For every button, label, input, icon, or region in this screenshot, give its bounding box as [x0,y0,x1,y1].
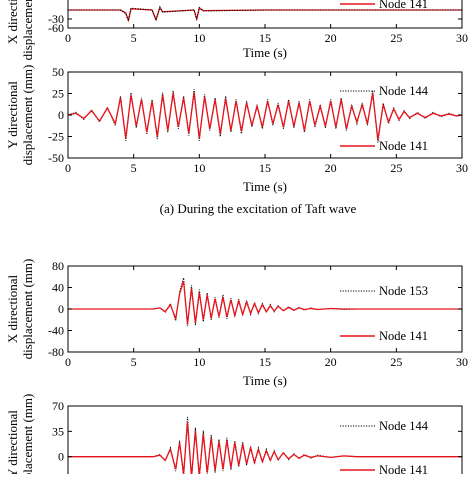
legend-label: Node 144 [379,84,429,98]
x-tick-label: 5 [131,161,137,175]
y-axis-label: displacement (mm) [20,259,35,360]
x-tick-label: 5 [131,31,137,45]
series-line-node-141 [68,280,462,325]
caption-a: (a) During the excitation of Taft wave [160,201,357,216]
x-tick-label: 30 [456,355,468,369]
x-tick-label: 15 [259,31,271,45]
y-tick-label: 35 [52,424,64,438]
y-axis-label: displacement (mm) [20,0,35,60]
legend-label: Node 141 [379,0,428,11]
x-tick-label: 0 [65,355,71,369]
y-axis-label: displacement (mm) [20,65,35,166]
x-tick-label: 5 [131,355,137,369]
y-tick-label: 0 [58,450,64,464]
x-tick-label: 15 [259,355,271,369]
series-line-node-141 [68,421,462,477]
y-tick-label: -40 [48,324,64,338]
series-line-node-141 [68,92,462,140]
y-axis-label: Y directional [5,81,20,149]
x-tick-label: 25 [390,355,402,369]
x-axis-label: Time (s) [243,179,287,194]
x-tick-label: 10 [193,31,205,45]
y-tick-label: -30 [48,12,64,26]
y-tick-label: -50 [48,151,64,165]
x-tick-label: 20 [325,355,337,369]
legend-label: Node 141 [379,463,428,474]
y-axis-label: X directional [5,0,20,44]
y-axis-label: Y directional [5,410,20,474]
y-tick-label: 0 [58,302,64,316]
x-tick-label: 25 [390,31,402,45]
x-tick-label: 15 [259,161,271,175]
series-line-node-143 [68,5,462,23]
x-tick-label: 20 [325,31,337,45]
y-axis-label: X directional [5,275,20,344]
y-tick-label: -25 [48,130,64,144]
y-tick-label: 70 [52,399,64,413]
legend-label: Node 153 [379,284,428,298]
x-tick-label: 10 [193,355,205,369]
y-tick-label: -60 [48,21,64,35]
y-tick-label: 80 [52,259,64,273]
y-tick-label: 40 [52,281,64,295]
y-tick-label: 25 [52,87,64,101]
x-tick-label: 20 [325,161,337,175]
y-axis-label: displacement (mm) [20,394,35,474]
y-tick-label: 0 [58,108,64,122]
x-tick-label: 30 [456,31,468,45]
x-tick-label: 25 [390,161,402,175]
chart-panel-1: 0 5 10 15 20 25 30 -30-60 Time (s) X directional d… [5,0,468,60]
chart-panel-2: 0 5 10 15 20 25 30 50 25 0 -25 -50 Time (s) Y directi… [5,65,468,194]
x-tick-label: 0 [65,31,71,45]
chart-panel-4: 70 35 0 Y directional displacement (mm) Node … [5,394,463,479]
legend-label: Node 141 [379,139,428,153]
x-tick-label: 30 [456,161,468,175]
y-tick-label: 50 [52,65,64,79]
chart-panel-3: 0 5 10 15 20 25 30 80 40 0 -40 -80 Time (s) X directi… [5,259,468,388]
x-axis-label: Time (s) [243,45,287,60]
x-axis-label: Time (s) [243,373,287,388]
legend-label: Node 141 [379,329,428,343]
legend-label: Node 144 [379,419,429,433]
y-tick-label: -80 [48,345,64,359]
x-tick-label: 10 [193,161,205,175]
plot-frame [67,405,463,479]
x-tick-label: 0 [65,161,71,175]
